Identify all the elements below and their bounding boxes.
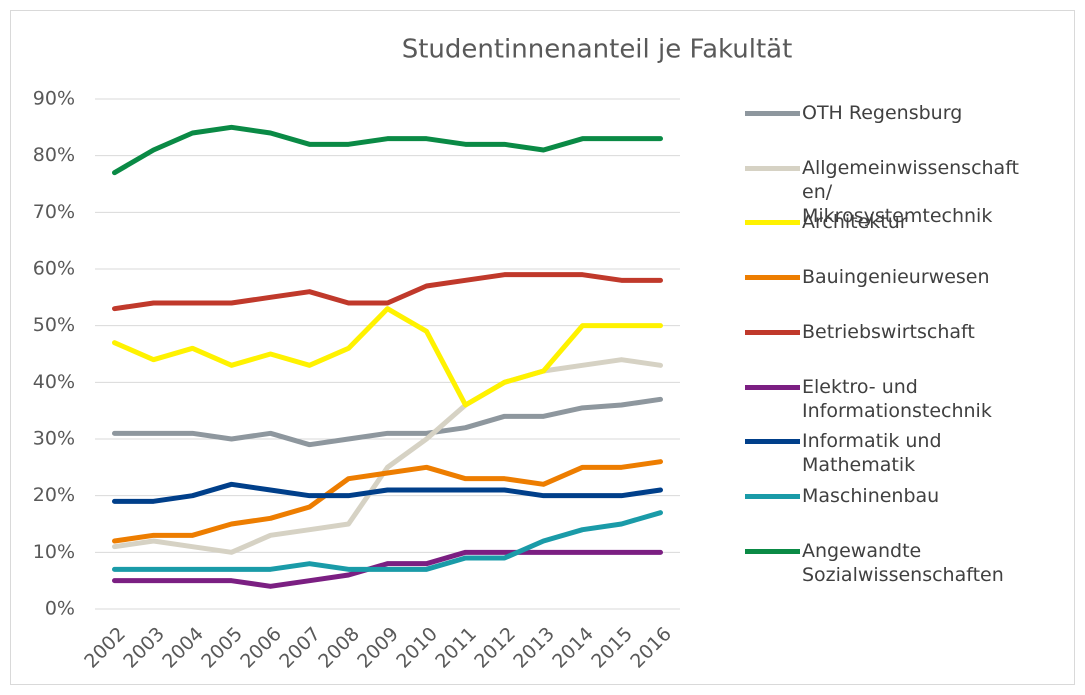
legend-label: Betriebswirtschaft: [802, 320, 975, 343]
legend-label: OTH Regensburg: [802, 102, 963, 124]
y-tick-label: 70%: [33, 201, 75, 223]
legend-item: Elektro- und Informationstechnik: [745, 375, 1020, 423]
y-tick-label: 50%: [33, 314, 75, 336]
legend-item: Architektur: [745, 210, 1020, 234]
legend-item: Allgemeinwissenschaften/ Mikrosystemtech…: [745, 156, 1020, 228]
legend-item: Maschinenbau: [745, 484, 1020, 508]
legend-swatch: [745, 548, 800, 554]
legend-swatch: [745, 384, 800, 390]
y-tick-label: 20%: [33, 484, 75, 506]
legend-label: Maschinenbau: [802, 484, 940, 507]
y-tick-label: 40%: [33, 371, 75, 393]
series-line: [112, 549, 663, 589]
legend-item: Informatik und Mathematik: [745, 429, 1020, 477]
series-line: [112, 124, 663, 176]
legend-item: Angewandte Sozialwissenschaften: [745, 539, 1020, 587]
legend-swatch: [745, 220, 800, 226]
legend-swatch: [745, 111, 800, 116]
legend-label: Angewandte Sozialwissenschaften: [802, 539, 1004, 586]
legend-item: Bauingenieurwesen: [745, 265, 1020, 289]
y-tick-label: 0%: [45, 598, 75, 620]
series-line: [112, 272, 663, 312]
y-tick-label: 30%: [33, 428, 75, 450]
legend-label: Architektur: [802, 211, 908, 234]
series-line: [112, 510, 663, 572]
y-tick-label: 10%: [33, 541, 75, 563]
chart-title: Studentinnenanteil je Fakultät: [402, 35, 793, 65]
legend-item: Betriebswirtschaft: [745, 320, 1020, 344]
legend-label: Bauingenieurwesen: [802, 266, 990, 289]
y-tick-label: 80%: [33, 144, 75, 166]
series-line: [112, 459, 663, 544]
legend-swatch: [745, 275, 800, 281]
y-tick-label: 90%: [33, 88, 75, 110]
y-tick-label: 60%: [33, 258, 75, 280]
legend-label: Informatik und Mathematik: [802, 430, 942, 477]
series-line: [112, 481, 663, 504]
legend-label: Allgemeinwissenschaften/ Mikrosystemtech…: [802, 156, 1020, 227]
legend-label: Elektro- und Informationstechnik: [802, 375, 992, 422]
legend-swatch: [745, 329, 800, 335]
legend-swatch: [745, 493, 800, 499]
series-line: [112, 306, 663, 408]
legend-item: OTH Regensburg: [745, 101, 1020, 125]
series-line: [112, 396, 663, 448]
legend-swatch: [745, 439, 800, 445]
legend-swatch: [745, 165, 800, 171]
series-line: [112, 357, 663, 555]
